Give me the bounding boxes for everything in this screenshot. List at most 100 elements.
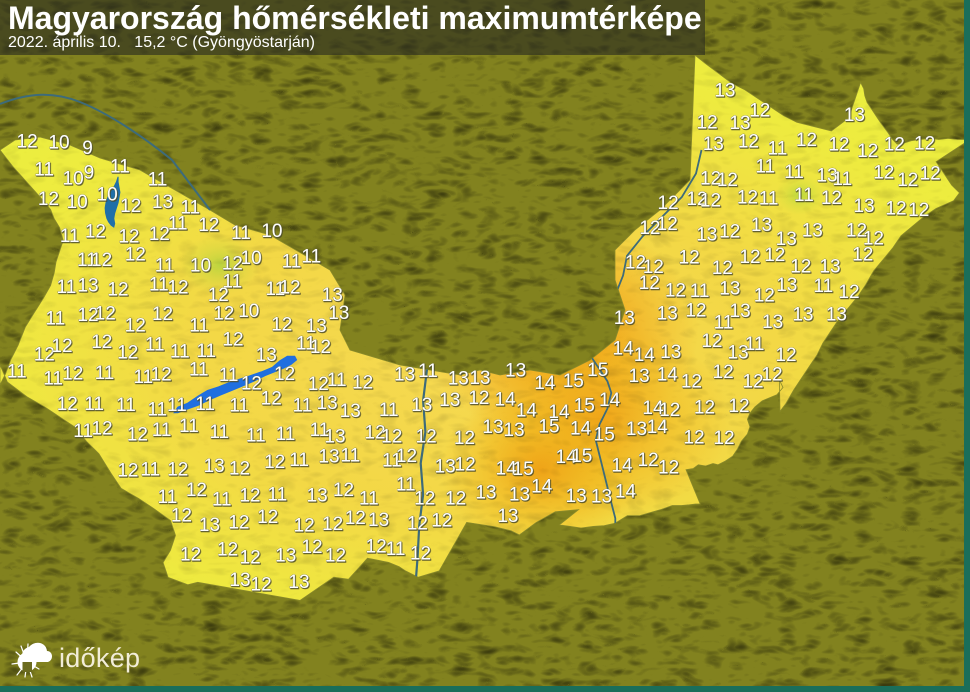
svg-text:12: 12 (414, 489, 435, 510)
svg-text:11: 11 (690, 281, 710, 302)
svg-text:12: 12 (62, 363, 83, 384)
svg-text:11: 11 (168, 214, 188, 235)
svg-text:12: 12 (697, 113, 718, 134)
svg-text:13: 13 (591, 487, 612, 508)
svg-text:12: 12 (91, 250, 112, 271)
svg-text:12: 12 (279, 278, 300, 299)
svg-text:12: 12 (91, 332, 112, 353)
svg-text:11: 11 (759, 188, 779, 209)
svg-text:12: 12 (149, 224, 170, 245)
svg-text:11: 11 (784, 162, 804, 183)
svg-text:13: 13 (497, 506, 518, 527)
svg-text:12: 12 (127, 424, 148, 445)
svg-text:12: 12 (51, 336, 72, 357)
svg-text:14: 14 (599, 390, 621, 411)
svg-text:11: 11 (43, 369, 63, 390)
svg-text:11: 11 (60, 226, 80, 247)
svg-text:15: 15 (538, 416, 559, 437)
svg-text:12: 12 (213, 304, 234, 325)
svg-text:12: 12 (152, 304, 173, 325)
svg-text:11: 11 (222, 272, 242, 293)
svg-text:13: 13 (657, 303, 678, 324)
svg-text:10: 10 (67, 192, 88, 213)
svg-text:12: 12 (658, 193, 679, 214)
svg-text:12: 12 (665, 281, 686, 302)
svg-text:12: 12 (241, 374, 262, 395)
svg-text:11: 11 (755, 157, 775, 178)
svg-text:12: 12 (125, 315, 146, 336)
svg-text:12: 12 (737, 187, 758, 208)
svg-text:13: 13 (826, 304, 847, 325)
svg-text:10: 10 (97, 185, 118, 206)
svg-text:12: 12 (685, 301, 706, 322)
svg-text:11: 11 (832, 169, 852, 190)
svg-text:12: 12 (251, 575, 272, 596)
svg-text:13: 13 (368, 510, 389, 531)
svg-text:12: 12 (407, 513, 428, 534)
svg-text:12: 12 (749, 101, 770, 122)
svg-text:13: 13 (762, 312, 783, 333)
svg-text:12: 12 (694, 397, 715, 418)
svg-text:12: 12 (700, 190, 721, 211)
svg-text:12: 12 (151, 365, 172, 386)
svg-text:11: 11 (195, 394, 215, 415)
svg-text:10: 10 (261, 221, 282, 242)
svg-text:12: 12 (742, 372, 763, 393)
svg-text:11: 11 (359, 488, 379, 509)
svg-text:11: 11 (289, 450, 309, 471)
svg-text:12: 12 (301, 537, 322, 558)
svg-text:12: 12 (222, 330, 243, 351)
svg-text:13: 13 (792, 305, 813, 326)
svg-text:11: 11 (45, 308, 65, 329)
svg-text:14: 14 (570, 419, 592, 440)
svg-text:12: 12 (754, 285, 775, 306)
svg-text:12: 12 (638, 450, 659, 471)
svg-text:11: 11 (794, 185, 814, 206)
svg-text:12: 12 (455, 455, 476, 476)
svg-text:11: 11 (84, 394, 104, 415)
svg-text:13: 13 (340, 401, 361, 422)
svg-text:11: 11 (149, 275, 169, 296)
svg-text:12: 12 (294, 516, 315, 537)
svg-text:12: 12 (117, 460, 138, 481)
svg-text:11: 11 (219, 365, 239, 386)
svg-text:11: 11 (7, 362, 27, 383)
svg-text:13: 13 (324, 426, 345, 447)
svg-text:12: 12 (852, 244, 873, 265)
svg-text:11: 11 (34, 159, 54, 180)
svg-text:12: 12 (38, 189, 59, 210)
svg-text:12: 12 (91, 419, 112, 440)
svg-text:12: 12 (17, 132, 38, 153)
svg-text:13: 13 (751, 215, 772, 236)
svg-text:11: 11 (246, 426, 266, 447)
svg-text:12: 12 (257, 507, 278, 528)
svg-text:13: 13 (660, 342, 681, 363)
svg-text:12: 12 (885, 198, 906, 219)
svg-text:12: 12 (658, 457, 679, 478)
svg-text:12: 12 (117, 342, 138, 363)
svg-text:13: 13 (505, 361, 526, 382)
svg-text:11: 11 (110, 156, 130, 177)
svg-text:11: 11 (813, 276, 833, 297)
svg-text:12: 12 (775, 345, 796, 366)
svg-text:12: 12 (229, 459, 250, 480)
svg-text:11: 11 (145, 334, 165, 355)
svg-text:11: 11 (293, 395, 313, 416)
svg-text:12: 12 (381, 427, 402, 448)
svg-text:12: 12 (914, 133, 935, 154)
svg-text:15: 15 (563, 371, 584, 392)
svg-text:11: 11 (140, 459, 160, 480)
svg-text:11: 11 (745, 334, 765, 355)
svg-text:12: 12 (454, 428, 475, 449)
svg-text:13: 13 (435, 456, 456, 477)
svg-text:11: 11 (396, 475, 416, 496)
svg-text:12: 12 (186, 480, 207, 501)
svg-text:11: 11 (148, 170, 168, 191)
svg-text:11: 11 (155, 256, 175, 277)
svg-text:11: 11 (231, 223, 251, 244)
svg-text:14: 14 (534, 373, 556, 394)
svg-text:15: 15 (594, 424, 615, 445)
svg-text:11: 11 (189, 360, 209, 381)
svg-text:13: 13 (482, 417, 503, 438)
svg-text:13: 13 (719, 279, 740, 300)
